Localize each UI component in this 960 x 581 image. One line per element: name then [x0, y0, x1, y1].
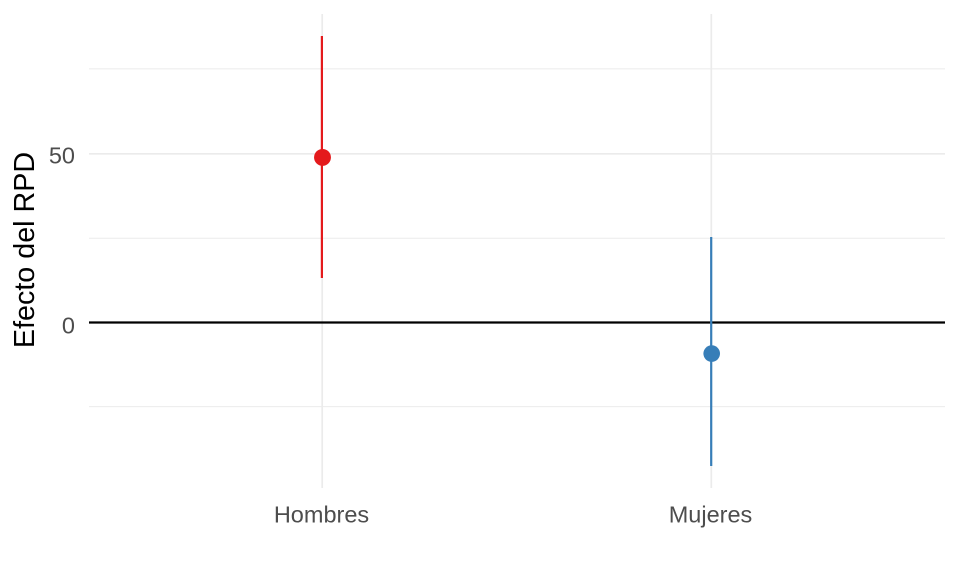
svg-text:Hombres: Hombres [274, 501, 369, 527]
svg-text:Mujeres: Mujeres [669, 501, 753, 527]
svg-text:50: 50 [49, 143, 75, 169]
svg-text:Efecto del RPD: Efecto del RPD [9, 152, 41, 348]
svg-text:0: 0 [62, 313, 75, 339]
